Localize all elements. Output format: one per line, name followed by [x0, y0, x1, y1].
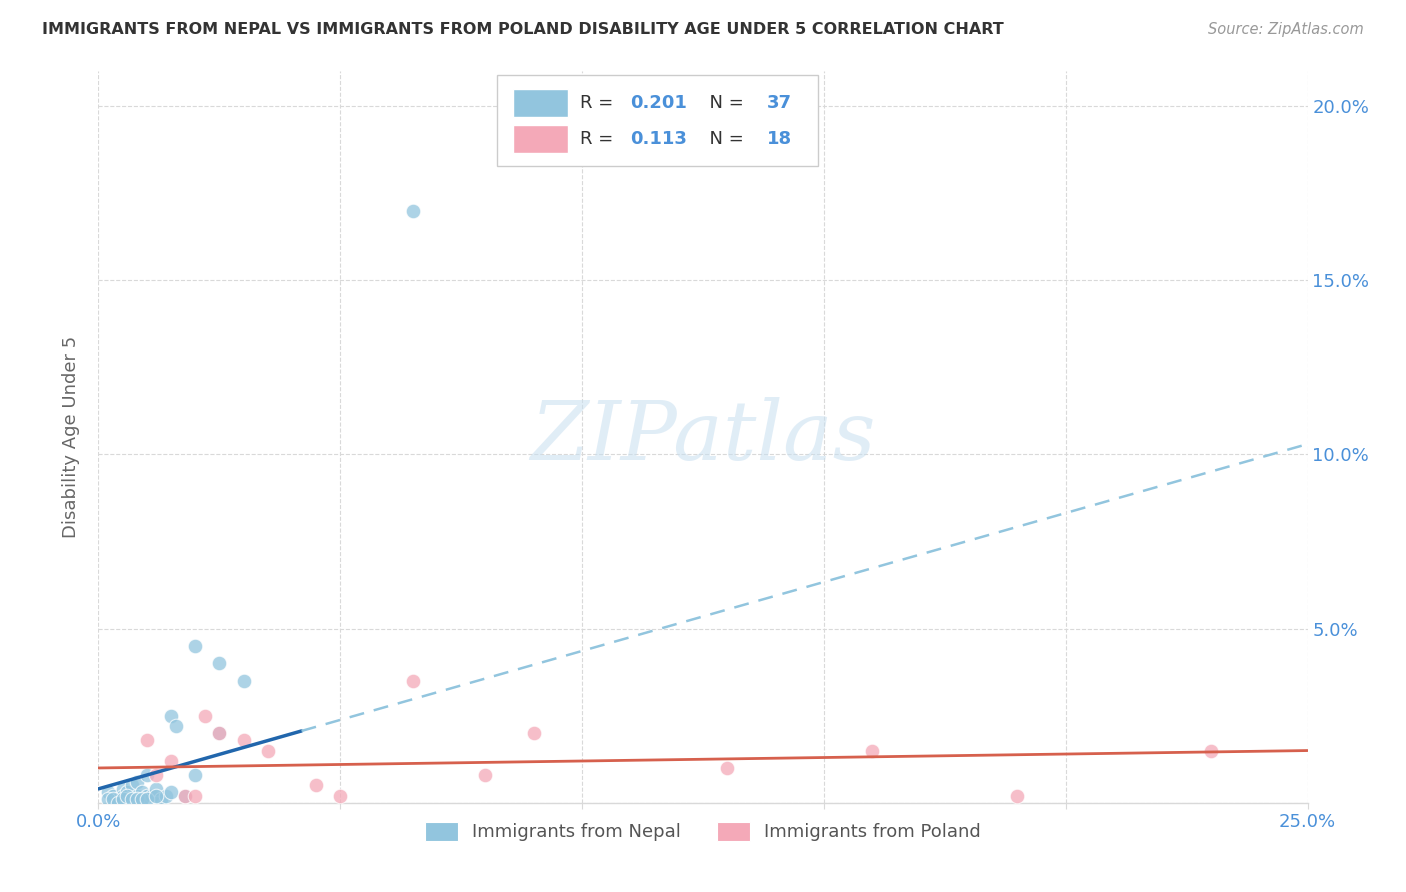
Text: 0.201: 0.201	[630, 94, 688, 112]
Point	[150, 792, 173, 806]
Legend: Immigrants from Nepal, Immigrants from Poland: Immigrants from Nepal, Immigrants from P…	[418, 814, 988, 848]
Point	[121, 792, 143, 806]
Text: IMMIGRANTS FROM NEPAL VS IMMIGRANTS FROM POLAND DISABILITY AGE UNDER 5 CORRELATI: IMMIGRANTS FROM NEPAL VS IMMIGRANTS FROM…	[42, 22, 1004, 37]
Point	[135, 733, 157, 747]
Point	[117, 792, 139, 806]
Point	[474, 768, 496, 782]
Text: ZIPatlas: ZIPatlas	[530, 397, 876, 477]
Point	[145, 789, 167, 803]
Point	[523, 726, 546, 740]
Y-axis label: Disability Age Under 5: Disability Age Under 5	[62, 336, 80, 538]
Point	[135, 768, 157, 782]
Point	[184, 768, 207, 782]
Point	[131, 785, 153, 799]
Point	[97, 792, 120, 806]
Point	[174, 789, 197, 803]
Point	[329, 789, 352, 803]
Point	[141, 789, 163, 803]
Point	[208, 657, 231, 671]
Text: 0.113: 0.113	[630, 130, 688, 148]
Point	[402, 673, 425, 688]
Point	[402, 203, 425, 218]
Point	[165, 719, 187, 733]
Point	[101, 789, 124, 803]
Point	[1007, 789, 1029, 803]
Point	[184, 639, 207, 653]
Point	[121, 778, 143, 792]
Point	[107, 792, 129, 806]
Point	[155, 789, 177, 803]
Point	[1199, 743, 1222, 757]
Point	[232, 673, 254, 688]
Point	[194, 708, 217, 723]
Point	[208, 726, 231, 740]
Point	[860, 743, 883, 757]
Text: R =: R =	[579, 94, 619, 112]
Point	[127, 775, 149, 789]
Point	[174, 789, 197, 803]
Text: 37: 37	[768, 94, 792, 112]
Point	[160, 785, 183, 799]
Point	[256, 743, 278, 757]
Point	[160, 708, 183, 723]
Point	[135, 789, 157, 803]
Point	[135, 792, 157, 806]
Point	[232, 733, 254, 747]
Text: 18: 18	[768, 130, 792, 148]
Point	[111, 789, 134, 803]
Point	[97, 785, 120, 799]
Point	[716, 761, 738, 775]
Point	[101, 792, 124, 806]
Text: R =: R =	[579, 130, 624, 148]
Point	[111, 792, 134, 806]
Point	[160, 754, 183, 768]
Point	[107, 796, 129, 810]
Point	[145, 781, 167, 796]
Point	[117, 789, 139, 803]
Point	[117, 785, 139, 799]
Point	[131, 792, 153, 806]
Text: Source: ZipAtlas.com: Source: ZipAtlas.com	[1208, 22, 1364, 37]
Point	[305, 778, 328, 792]
Point	[184, 789, 207, 803]
Point	[145, 768, 167, 782]
Text: N =: N =	[699, 130, 749, 148]
Point	[127, 792, 149, 806]
Point	[127, 789, 149, 803]
FancyBboxPatch shape	[513, 89, 568, 117]
Point	[111, 781, 134, 796]
Point	[208, 726, 231, 740]
FancyBboxPatch shape	[513, 126, 568, 153]
Text: N =: N =	[699, 94, 749, 112]
FancyBboxPatch shape	[498, 75, 818, 167]
